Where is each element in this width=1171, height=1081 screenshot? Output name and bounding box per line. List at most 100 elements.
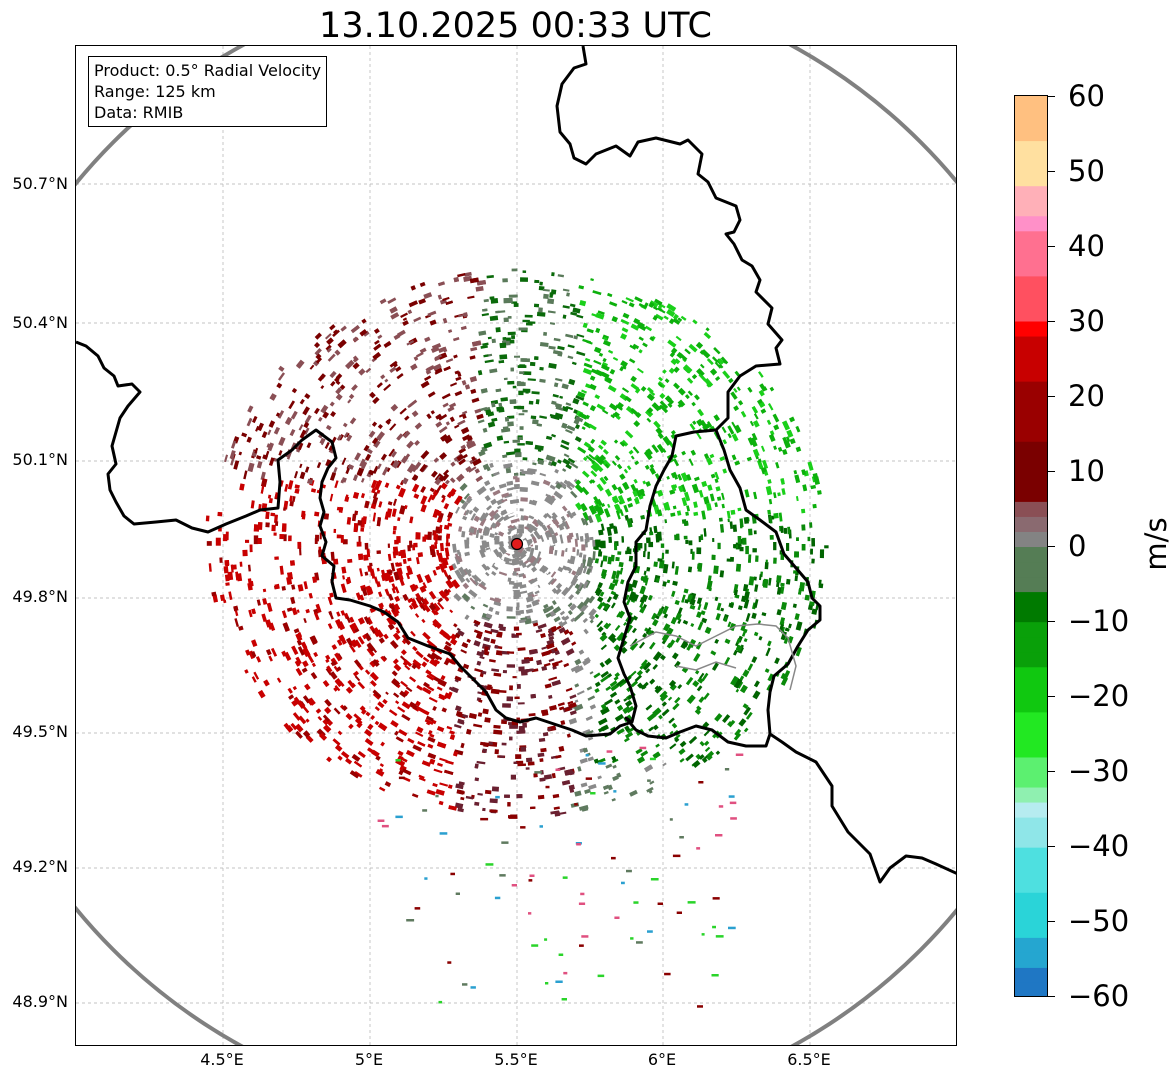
velocity-echo — [253, 671, 260, 680]
velocity-echo — [287, 572, 293, 580]
velocity-echo — [483, 441, 493, 449]
velocity-echo — [751, 432, 758, 441]
velocity-echo — [600, 644, 608, 651]
velocity-echo — [393, 692, 400, 698]
velocity-echo — [400, 680, 408, 688]
velocity-echo — [378, 768, 384, 774]
velocity-echo — [628, 555, 633, 562]
velocity-echo — [527, 761, 535, 766]
velocity-echo — [511, 558, 520, 564]
velocity-echo — [563, 615, 570, 622]
velocity-echo — [295, 633, 303, 642]
velocity-echo — [448, 565, 454, 571]
velocity-echo — [723, 616, 728, 622]
velocity-echo — [550, 414, 560, 421]
velocity-echo — [612, 495, 620, 504]
velocity-echo — [682, 619, 689, 625]
velocity-echo — [373, 439, 381, 448]
velocity-echo — [347, 399, 352, 404]
velocity-echo — [414, 613, 420, 618]
velocity-echo — [611, 460, 617, 466]
velocity-echo — [619, 509, 624, 517]
velocity-echo — [454, 495, 463, 506]
velocity-echo — [304, 427, 310, 435]
velocity-echo — [586, 686, 593, 691]
velocity-echo — [346, 434, 353, 442]
velocity-echo — [774, 657, 780, 665]
velocity-echo — [526, 618, 532, 624]
velocity-echo — [409, 676, 417, 683]
velocity-echo — [538, 286, 545, 291]
velocity-echo — [664, 972, 671, 976]
velocity-echo — [513, 571, 517, 576]
velocity-echo — [796, 537, 799, 542]
velocity-echo — [432, 675, 442, 684]
velocity-echo — [703, 603, 708, 611]
velocity-echo — [515, 632, 522, 636]
velocity-echo — [322, 718, 330, 726]
velocity-echo — [721, 492, 725, 501]
velocity-echo — [426, 639, 435, 648]
velocity-echo — [526, 604, 532, 609]
velocity-echo — [274, 583, 280, 590]
velocity-echo — [567, 457, 576, 464]
velocity-echo — [613, 644, 621, 652]
velocity-echo — [768, 433, 776, 442]
velocity-echo — [572, 307, 581, 314]
velocity-echo — [547, 632, 555, 638]
colorbar-swatch — [1015, 937, 1047, 954]
velocity-echo — [399, 690, 408, 698]
velocity-echo — [384, 378, 389, 383]
radar-map[interactable] — [75, 45, 957, 1046]
velocity-echo — [506, 664, 516, 668]
velocity-echo — [406, 440, 415, 449]
velocity-echo — [677, 684, 683, 690]
velocity-echo — [458, 526, 463, 532]
velocity-echo — [250, 500, 255, 509]
velocity-echo — [630, 680, 639, 688]
velocity-echo — [590, 438, 596, 445]
velocity-echo — [461, 531, 466, 538]
velocity-echo — [606, 526, 612, 536]
velocity-echo — [474, 763, 479, 769]
velocity-echo — [346, 517, 352, 525]
velocity-echo — [630, 323, 640, 331]
velocity-echo — [399, 505, 406, 515]
velocity-echo — [501, 498, 508, 503]
velocity-echo — [623, 737, 630, 743]
velocity-echo — [698, 781, 704, 784]
velocity-echo — [784, 627, 790, 632]
velocity-echo — [482, 427, 488, 433]
velocity-echo — [536, 573, 546, 583]
velocity-echo — [372, 689, 382, 698]
velocity-echo — [460, 742, 465, 749]
velocity-echo — [462, 453, 468, 459]
velocity-echo — [222, 534, 228, 542]
velocity-echo — [604, 604, 610, 610]
velocity-echo — [426, 720, 431, 726]
velocity-echo — [582, 322, 588, 329]
velocity-echo — [509, 581, 515, 585]
velocity-echo — [432, 782, 438, 788]
velocity-echo — [393, 525, 397, 531]
velocity-echo — [266, 602, 273, 613]
velocity-echo — [740, 621, 747, 632]
velocity-echo — [563, 971, 568, 975]
velocity-echo — [473, 723, 483, 728]
velocity-echo — [730, 817, 737, 820]
colorbar-tick-label: 50 — [1068, 154, 1105, 188]
velocity-echo — [773, 557, 777, 564]
velocity-echo — [390, 562, 396, 572]
velocity-echo — [334, 679, 342, 688]
velocity-echo — [565, 405, 574, 411]
velocity-echo — [703, 496, 710, 505]
velocity-echo — [594, 687, 600, 694]
velocity-echo — [305, 718, 310, 723]
velocity-echo — [325, 333, 332, 340]
velocity-echo — [506, 606, 513, 612]
velocity-echo — [543, 293, 549, 300]
velocity-echo — [428, 590, 437, 600]
velocity-echo — [724, 768, 730, 771]
velocity-echo — [536, 551, 542, 560]
velocity-echo — [762, 579, 766, 587]
